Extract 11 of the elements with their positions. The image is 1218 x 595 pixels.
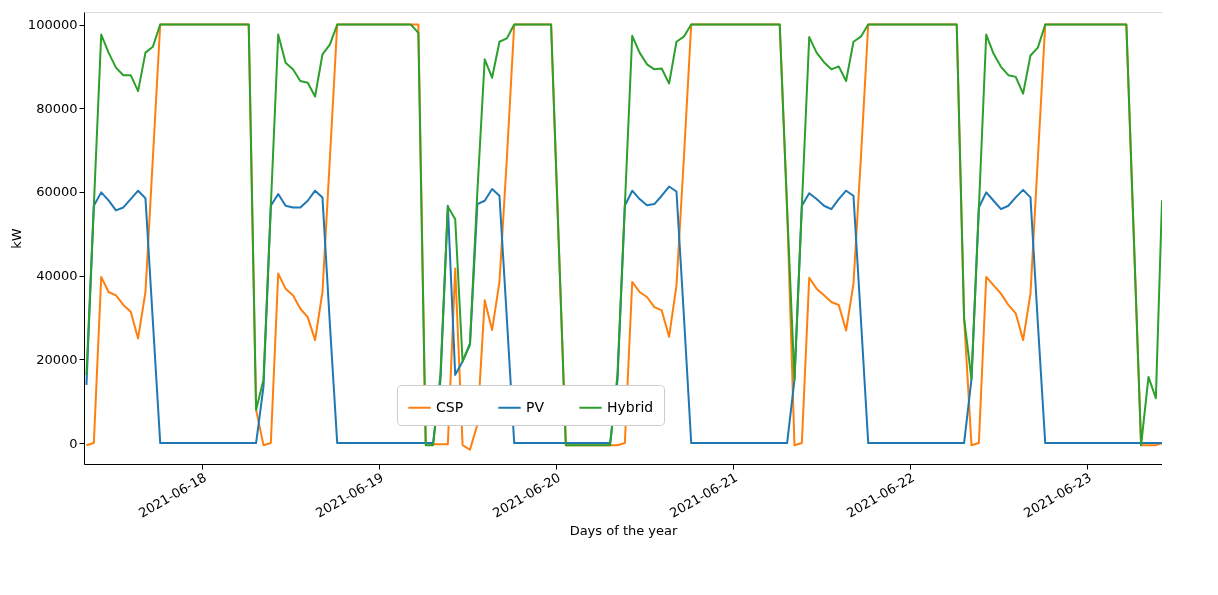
legend-label: PV — [526, 398, 545, 415]
y-tick-label: 20000 — [36, 351, 78, 367]
y-tick-label: 0 — [69, 435, 78, 451]
y-tick-label: 100000 — [27, 17, 78, 33]
y-tick-label: 40000 — [36, 268, 78, 284]
y-tick-label: 80000 — [36, 100, 78, 116]
y-tick-label: 60000 — [36, 184, 78, 200]
legend-label: Hybrid — [607, 398, 654, 415]
x-axis-title: Days of the year — [569, 522, 678, 538]
y-axis-title: kW — [8, 228, 24, 249]
legend-label: CSP — [436, 398, 464, 415]
